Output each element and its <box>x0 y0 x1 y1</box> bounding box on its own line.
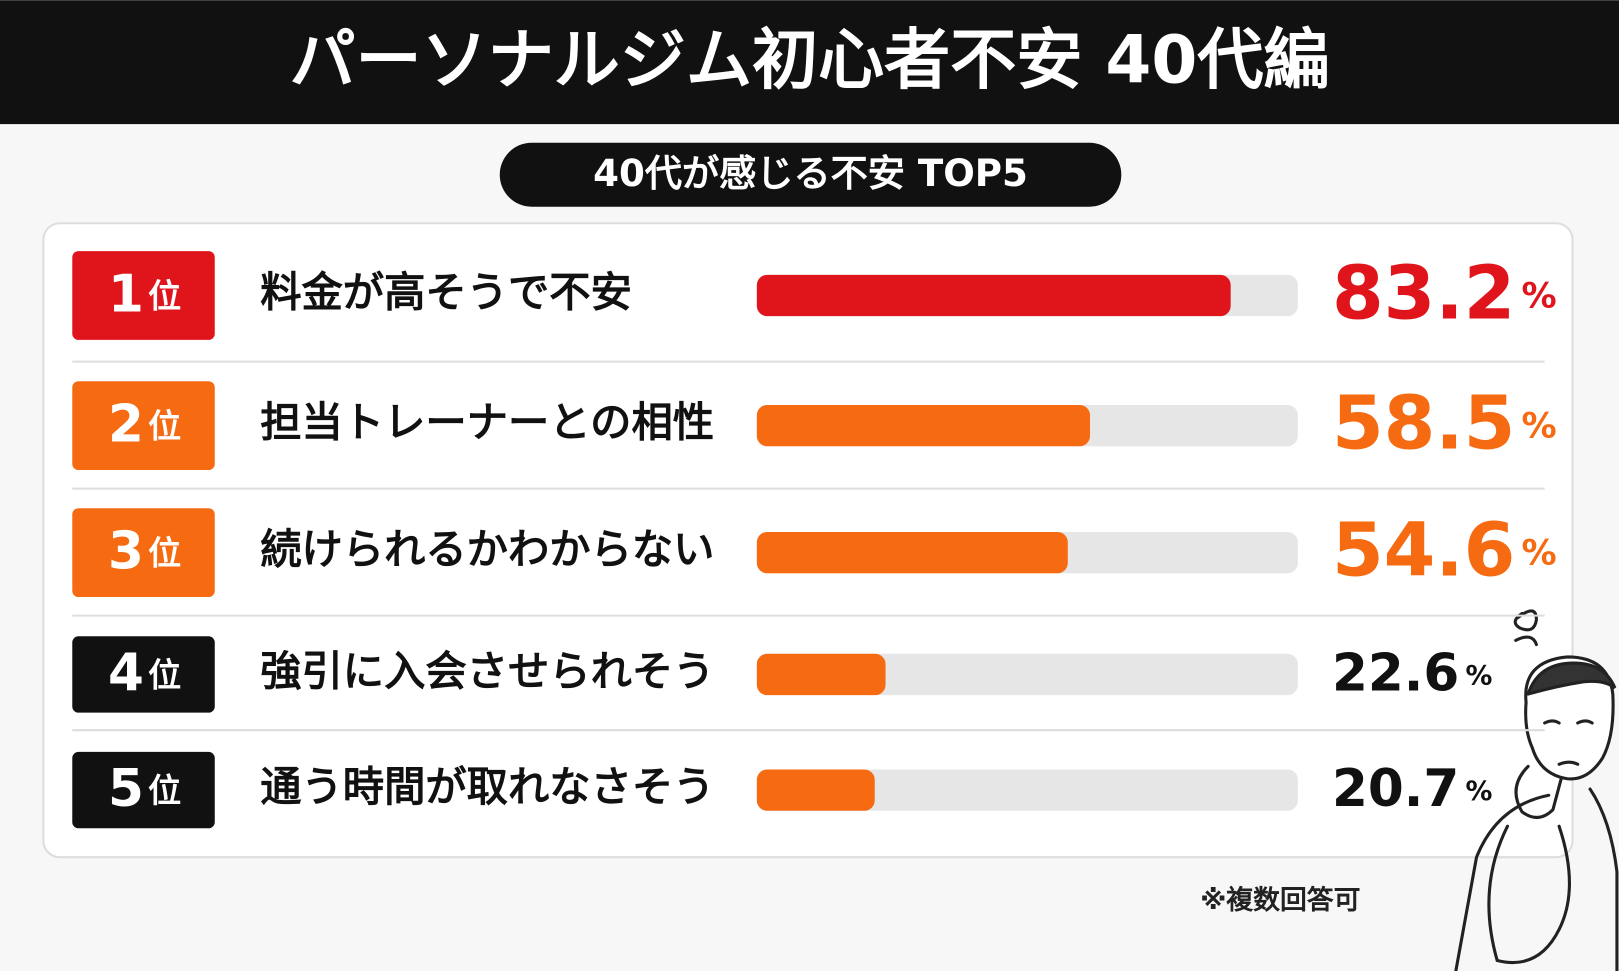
person-illustration <box>1454 609 1619 971</box>
value-number: 22.6 <box>1332 644 1459 704</box>
rank-number: 4 <box>108 644 144 704</box>
rank-number: 2 <box>108 395 144 455</box>
chart-title: パーソナルジム初心者不安 40代編 <box>289 21 1329 98</box>
subtitle: 40代が感じる不安 TOP5 <box>593 151 1028 195</box>
bar <box>756 653 886 696</box>
footnote: ※複数回答可 <box>1200 884 1360 916</box>
category-label: 担当トレーナーとの相性 <box>260 399 714 447</box>
category-label: 強引に入会させられそう <box>260 647 714 695</box>
bar <box>756 274 1231 317</box>
value-label: 54.6% <box>1332 506 1557 593</box>
bar <box>756 769 875 811</box>
subtitle-pill <box>499 142 1122 207</box>
category-label: 続けられるかわからない <box>260 526 714 574</box>
rank-number: 5 <box>108 759 144 819</box>
rank-unit: 位 <box>148 655 181 694</box>
rank-unit: 位 <box>148 533 181 572</box>
value-number: 20.7 <box>1332 759 1459 819</box>
value-number: 54.6 <box>1332 506 1515 593</box>
value-unit: % <box>1522 406 1557 447</box>
bar-track <box>756 653 1298 696</box>
rank-unit: 位 <box>148 276 181 315</box>
rank-box <box>72 251 215 340</box>
rank-number: 1 <box>108 265 144 325</box>
category-label: 料金が高そうで不安 <box>260 269 632 317</box>
value-label: 22.6% <box>1332 644 1493 704</box>
title-band <box>0 0 1619 125</box>
rank-box <box>72 751 215 829</box>
value-label: 58.5% <box>1332 379 1557 466</box>
rank-unit: 位 <box>148 771 181 810</box>
value-unit: % <box>1465 660 1492 691</box>
value-unit: % <box>1522 533 1557 574</box>
bar <box>756 531 1068 574</box>
value-unit: % <box>1465 776 1492 807</box>
value-number: 83.2 <box>1332 249 1515 336</box>
value-label: 20.7% <box>1332 759 1493 819</box>
category-label: 通う時間が取れなさそう <box>260 763 714 811</box>
value-unit: % <box>1522 276 1557 317</box>
rank-number: 3 <box>108 522 144 582</box>
rank-box <box>72 508 215 598</box>
bar <box>756 404 1091 447</box>
rank-unit: 位 <box>148 406 181 445</box>
rank-box <box>72 381 215 471</box>
value-label: 83.2% <box>1332 249 1557 336</box>
bar-track <box>756 769 1298 811</box>
value-number: 58.5 <box>1332 379 1515 466</box>
rank-box <box>72 636 215 713</box>
